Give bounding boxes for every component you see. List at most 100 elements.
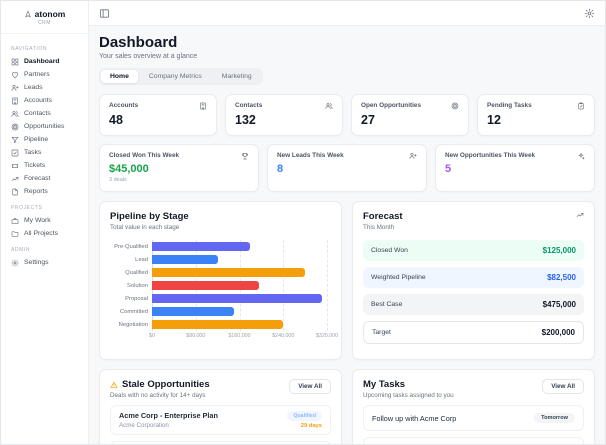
bar-chart: Pre-Qualified Lead Qualified Solution Pr… [110, 240, 331, 331]
stats-row: Accounts 48 Contacts 132 Open Opportunit… [99, 94, 595, 136]
highlight-value: 5 [445, 163, 452, 175]
bar-committed [152, 306, 235, 317]
nav-section-label: Admin [11, 247, 31, 253]
clipboard-check-icon [578, 102, 584, 110]
bar-solution [152, 280, 259, 291]
stat-label: Contacts [235, 102, 263, 109]
trending-up-icon [576, 213, 584, 217]
forecast-row-value: $475,000 [542, 300, 576, 309]
sidebar-toggle-icon[interactable] [99, 8, 110, 19]
sidebar-item-settings[interactable]: Settings [10, 256, 79, 269]
pipeline-by-stage-panel: Pipeline by Stage Total value in each st… [99, 201, 342, 360]
tasks-list: Follow up with Acme Corp Tomorrow Prepar… [363, 405, 584, 444]
gear-icon[interactable] [584, 8, 595, 19]
bar-qualified [152, 267, 306, 278]
stat-label: Pending Tasks [487, 102, 532, 109]
sidebar-item-label: All Projects [24, 230, 58, 237]
task-due-badge: Tomorrow [534, 413, 575, 423]
sidebar-item-label: Partners [24, 71, 50, 78]
highlight-value: $45,000 [109, 163, 149, 175]
check-square-icon [11, 149, 19, 156]
forecast-title: Forecast [363, 211, 403, 222]
sidebar: atonom CRM Navigation Dashboard Partners… [1, 1, 89, 444]
grid-icon [11, 58, 19, 65]
sidebar-item-opportunities[interactable]: Opportunities [10, 120, 79, 133]
sidebar-item-label: Contacts [24, 110, 51, 117]
sidebar-nav: Navigation Dashboard Partners Leads Acco… [1, 34, 88, 282]
opportunity-age: 29 days [300, 423, 322, 429]
gear-icon [11, 259, 19, 266]
user-plus-icon [11, 84, 19, 91]
highlights-row: Closed Won This Week $45,000 3 deals New… [99, 144, 595, 192]
stat-card-open-opportunities: Open Opportunities 27 [351, 94, 469, 136]
category-label: Solution [127, 282, 148, 289]
sidebar-item-dashboard[interactable]: Dashboard [10, 55, 79, 68]
stat-card-pending-tasks: Pending Tasks 12 [477, 94, 595, 136]
stale-view-all-button[interactable]: View All [289, 379, 331, 394]
stat-card-accounts: Accounts 48 [99, 94, 217, 136]
chart-title: Pipeline by Stage [110, 211, 189, 222]
sidebar-item-forecast[interactable]: Forecast [10, 172, 79, 185]
category-label: Proposal [125, 295, 148, 302]
task-title: Follow up with Acme Corp [372, 413, 457, 423]
bar-pre-qualified [152, 241, 251, 252]
stat-value: 132 [235, 113, 256, 127]
forecast-row-value: $82,500 [547, 273, 576, 282]
building-icon [12, 97, 18, 104]
task-item[interactable]: Follow up with Acme Corp Tomorrow [363, 405, 584, 431]
tab-company-metrics[interactable]: Company Metrics [148, 73, 202, 80]
category-label: Qualified [125, 269, 148, 276]
sidebar-item-contacts[interactable]: Contacts [10, 107, 79, 120]
warning-triangle-icon [110, 381, 118, 388]
ticket-icon [12, 163, 18, 168]
topbar [89, 1, 605, 26]
users-icon [11, 110, 19, 117]
page-subtitle: Your sales overview at a glance [99, 53, 198, 60]
sidebar-item-label: Dashboard [24, 58, 60, 65]
middle-row: Pipeline by Stage Total value in each st… [99, 201, 595, 360]
stat-label: Open Opportunities [361, 102, 421, 109]
trending-up-icon [11, 176, 19, 181]
category-label: Negotiation [118, 321, 148, 328]
target-icon [11, 123, 19, 130]
forecast-row-label: Weighted Pipeline [371, 274, 426, 281]
sidebar-item-leads[interactable]: Leads [10, 81, 79, 94]
opportunity-item[interactable]: Acme Corp - Enterprise Plan Acme Corpora… [110, 405, 331, 435]
task-item[interactable]: Prepare proposal for TechFlow Today [363, 437, 584, 444]
sidebar-item-accounts[interactable]: Accounts [10, 94, 79, 107]
stat-label: Accounts [109, 102, 139, 109]
category-label: Pre-Qualified [114, 243, 148, 250]
sidebar-item-all-projects[interactable]: All Projects [10, 227, 79, 240]
sidebar-item-label: Opportunities [24, 123, 65, 130]
sidebar-item-label: Forecast [24, 175, 51, 182]
highlight-card-new-opportunities: New Opportunities This Week 5 [435, 144, 595, 192]
chart-x-axis: $0 $80,000 $160,000 $240,000 $320,000 [149, 333, 338, 342]
highlight-card-new-leads: New Leads This Week 8 [267, 144, 427, 192]
forecast-panel: Forecast This Month Closed Won $125,000 … [352, 201, 595, 360]
page-title: Dashboard [99, 34, 178, 51]
tasks-view-all-button[interactable]: View All [542, 379, 584, 394]
folder-icon [11, 230, 19, 237]
brand-name: atonom [34, 9, 66, 19]
tab-marketing[interactable]: Marketing [221, 73, 252, 80]
forecast-row-label: Best Case [371, 301, 403, 308]
sidebar-item-tickets[interactable]: Tickets [10, 159, 79, 172]
tab-home[interactable]: Home [101, 70, 138, 83]
stale-subtitle: Deals with no activity for 14+ days [110, 392, 206, 399]
opportunity-item[interactable]: TechFlow - Platform License TechFlow Sol… [110, 441, 331, 444]
sparkles-icon [578, 153, 585, 160]
sidebar-item-my-work[interactable]: My Work [10, 214, 79, 227]
sidebar-item-label: My Work [24, 217, 51, 224]
sidebar-item-partners[interactable]: Partners [10, 68, 79, 81]
sidebar-item-pipeline[interactable]: Pipeline [10, 133, 79, 146]
sidebar-item-reports[interactable]: Reports [10, 185, 79, 198]
tasks-title: My Tasks [363, 379, 406, 390]
highlight-note: 3 deals [109, 177, 127, 183]
bar-proposal [152, 293, 322, 304]
highlight-label: New Leads This Week [277, 152, 344, 159]
category-label: Committed [119, 308, 148, 315]
forecast-row-label: Closed Won [371, 247, 408, 254]
sidebar-item-tasks[interactable]: Tasks [10, 146, 79, 159]
forecast-row-closed-won: Closed Won $125,000 [363, 240, 584, 261]
sidebar-item-label: Settings [24, 259, 49, 266]
